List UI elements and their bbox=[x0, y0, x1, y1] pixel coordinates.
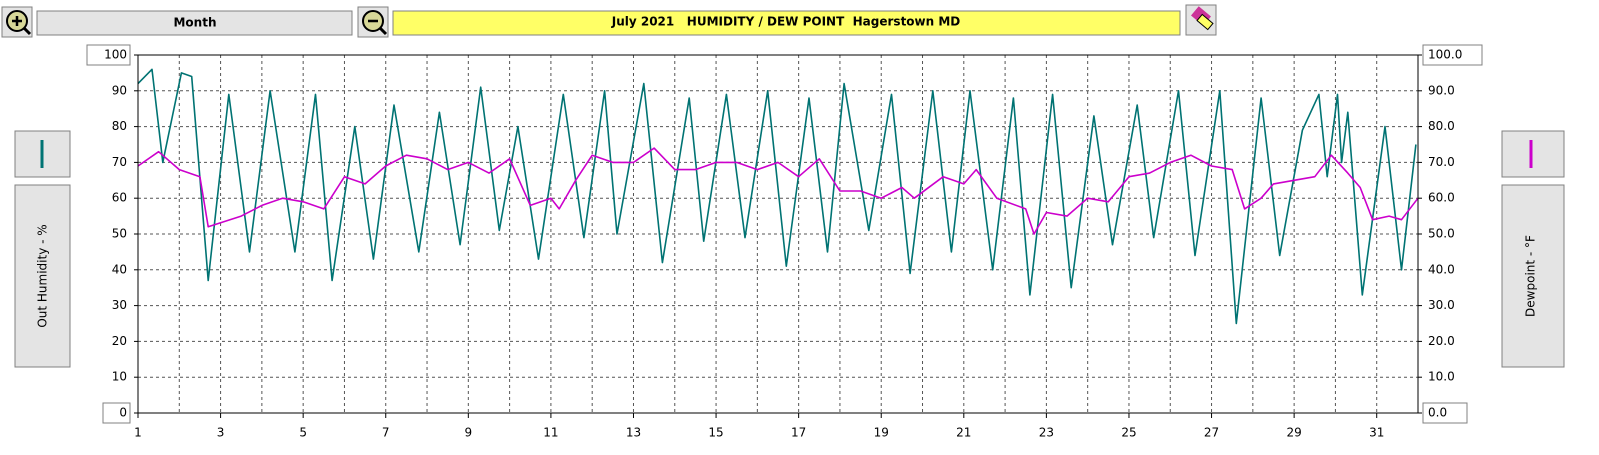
x-tick-label: 21 bbox=[956, 426, 971, 440]
y-tick-label: 70 bbox=[112, 155, 127, 169]
chart-title: July 2021 HUMIDITY / DEW POINT Hagerstow… bbox=[611, 15, 961, 29]
y2-tick-box bbox=[1422, 44, 1483, 66]
x-tick-label: 17 bbox=[791, 426, 806, 440]
dewpoint-legend-button[interactable] bbox=[1501, 130, 1565, 178]
title-bar bbox=[392, 10, 1181, 36]
period-label: Month bbox=[173, 16, 216, 30]
y2-tick-label: 50.0 bbox=[1428, 227, 1455, 241]
y2-axis-label: Dewpoint - °F bbox=[1524, 235, 1538, 317]
data-line bbox=[137, 147, 1419, 235]
x-tick-label: 27 bbox=[1204, 426, 1219, 440]
y2-tick-label: 80.0 bbox=[1428, 119, 1455, 133]
y2-tick-label: 30.0 bbox=[1428, 298, 1455, 312]
x-tick-label: 3 bbox=[217, 426, 225, 440]
y-tick-label: 80 bbox=[112, 119, 127, 133]
y-tick-box bbox=[86, 44, 131, 66]
y2-tick-label: 100.0 bbox=[1428, 48, 1462, 62]
y-tick-label: 30 bbox=[112, 298, 127, 312]
y2-tick-label: 60.0 bbox=[1428, 191, 1455, 205]
x-tick-label: 7 bbox=[382, 426, 390, 440]
x-tick-label: 13 bbox=[626, 426, 641, 440]
y-tick-label: 100 bbox=[104, 48, 127, 62]
plot: 0 10 20 30 40 50 60 70 80 90 100 0.0 10.0 20.0 30.0 40.… bbox=[86, 44, 1483, 440]
y-tick-label: 50 bbox=[112, 227, 127, 241]
data-line bbox=[137, 68, 1417, 325]
y2-tick-label: 0.0 bbox=[1428, 406, 1447, 420]
clear-button[interactable] bbox=[1185, 4, 1217, 36]
plot-area bbox=[138, 55, 1418, 413]
y-tick-label: 90 bbox=[112, 83, 127, 97]
x-tick-label: 25 bbox=[1121, 426, 1136, 440]
y-tick-label: 0 bbox=[119, 406, 127, 420]
x-tick-label: 29 bbox=[1286, 426, 1301, 440]
zoom-out-button[interactable] bbox=[357, 6, 389, 38]
y-axis-label: Out Humidity - % bbox=[36, 224, 50, 327]
y-tick-label: 20 bbox=[112, 334, 127, 348]
y2-tick-label: 70.0 bbox=[1428, 155, 1455, 169]
period-button[interactable] bbox=[36, 10, 353, 36]
x-tick-label: 11 bbox=[543, 426, 558, 440]
y-tick-label: 60 bbox=[112, 191, 127, 205]
y-tick-label: 10 bbox=[112, 370, 127, 384]
x-tick-label: 19 bbox=[874, 426, 889, 440]
x-tick-label: 5 bbox=[299, 426, 307, 440]
y2-tick-box bbox=[1422, 402, 1468, 424]
left-axis-button[interactable] bbox=[14, 184, 71, 368]
y-tick-box bbox=[102, 402, 131, 424]
x-tick-label: 23 bbox=[1039, 426, 1054, 440]
x-tick-label: 1 bbox=[134, 426, 142, 440]
y2-tick-label: 90.0 bbox=[1428, 83, 1455, 97]
plot-border bbox=[137, 54, 1419, 414]
y2-tick-label: 10.0 bbox=[1428, 370, 1455, 384]
right-axis-button[interactable] bbox=[1501, 184, 1565, 368]
y2-tick-label: 40.0 bbox=[1428, 262, 1455, 276]
x-tick-label: 31 bbox=[1369, 426, 1384, 440]
y-tick-label: 40 bbox=[112, 262, 127, 276]
x-tick-label: 15 bbox=[708, 426, 723, 440]
x-tick-label: 9 bbox=[465, 426, 473, 440]
zoom-in-button[interactable] bbox=[1, 6, 33, 38]
y2-tick-label: 20.0 bbox=[1428, 334, 1455, 348]
